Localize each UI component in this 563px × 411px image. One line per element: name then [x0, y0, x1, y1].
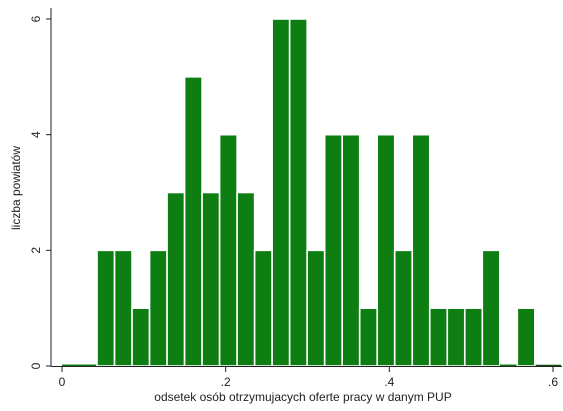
y-tick-label: 2: [29, 247, 43, 254]
histogram-bar: [393, 249, 414, 367]
histogram-bar: [463, 307, 484, 367]
histogram-bar: [271, 18, 291, 367]
histogram-bar: [446, 307, 466, 367]
histogram-bar: [288, 18, 308, 367]
y-tick-label: 6: [29, 15, 43, 22]
histogram-bar: [376, 133, 396, 367]
histogram-bar: [516, 307, 536, 367]
histogram-bar: [411, 133, 431, 367]
histogram-bar: [306, 249, 326, 367]
bars-layer: [62, 18, 561, 367]
x-tick-label: .4: [384, 375, 394, 389]
histogram-bar: [499, 364, 518, 366]
histogram-bar: [358, 307, 379, 367]
histogram-bar: [201, 191, 221, 367]
x-axis-title: odsetek osób otrzymujacych oferte pracy …: [154, 390, 451, 404]
histogram-bar: [218, 133, 238, 367]
histogram-bar: [62, 364, 80, 366]
histogram-bar: [113, 249, 133, 367]
histogram-bar: [323, 133, 344, 367]
histogram-bar: [341, 133, 361, 367]
histogram-bar: [236, 191, 256, 367]
axes-layer: 0 2 4 6 0 .2 .4 .6: [29, 8, 562, 389]
y-tick-label: 4: [29, 131, 43, 138]
histogram-bar: [79, 364, 98, 366]
histogram-bar: [148, 249, 168, 367]
histogram-bar: [131, 307, 151, 367]
y-tick-label: 0: [29, 362, 43, 369]
histogram-bar: [253, 249, 273, 367]
histogram-bar: [481, 249, 501, 367]
x-tick-label: 0: [59, 375, 66, 389]
histogram-bar: [166, 191, 186, 367]
x-tick-label: .6: [548, 375, 558, 389]
histogram-bar: [183, 76, 203, 367]
y-axis-title: liczba powiatów: [9, 146, 23, 230]
x-tick-label: .2: [221, 375, 231, 389]
histogram-bar: [428, 307, 449, 367]
histogram-bar: [96, 249, 116, 367]
